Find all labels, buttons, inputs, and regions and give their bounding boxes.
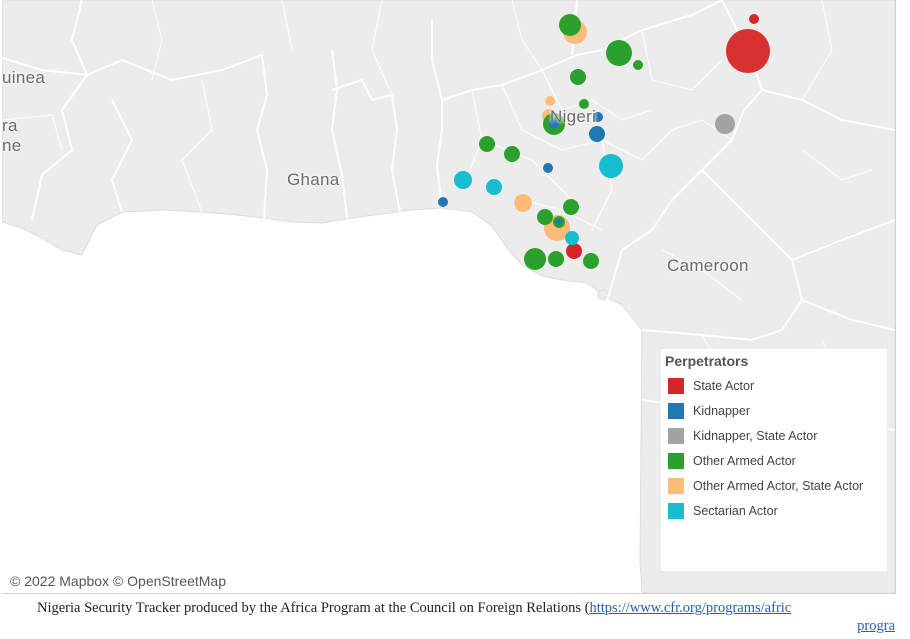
- legend-label: Other Armed Actor, State Actor: [693, 478, 864, 493]
- marker-other-armed-actor[interactable]: [579, 99, 589, 109]
- marker-state-actor[interactable]: [566, 243, 582, 259]
- marker-sectarian-actor[interactable]: [486, 179, 502, 195]
- marker-other-armed-actor[interactable]: [548, 251, 564, 267]
- legend-item-state-actor[interactable]: State Actor: [668, 373, 887, 398]
- legend-item-other-armed-actor-state-actor[interactable]: Other Armed Actor, State Actor: [668, 473, 887, 498]
- legend-label: Kidnapper, State Actor: [693, 428, 818, 443]
- legend-swatch: [668, 427, 684, 444]
- marker-other-armed-actor[interactable]: [559, 14, 581, 36]
- legend-title: Perpetrators: [665, 353, 749, 369]
- marker-kidnapper[interactable]: [549, 119, 559, 129]
- source-link[interactable]: https://www.cfr.org/programs/afric: [589, 600, 792, 616]
- legend-swatch: [668, 377, 684, 394]
- legend-label: Kidnapper: [693, 403, 750, 418]
- marker-sectarian-actor[interactable]: [565, 231, 579, 245]
- source-link-continued[interactable]: progra: [857, 618, 895, 634]
- legend-item-kidnapper-state-actor[interactable]: Kidnapper, State Actor: [668, 423, 887, 448]
- marker-sectarian-actor[interactable]: [599, 154, 623, 178]
- country-borders: [2, 0, 895, 431]
- marker-other-armed-actor[interactable]: [563, 199, 579, 215]
- legend-label: Sectarian Actor: [693, 503, 778, 518]
- marker-kidnapper[interactable]: [589, 126, 605, 142]
- marker-other-armed-actor[interactable]: [606, 40, 632, 66]
- marker-other-armed-actor[interactable]: [583, 253, 599, 269]
- marker-kidnapper[interactable]: [543, 163, 553, 173]
- source-caption: Nigeria Security Tracker produced by the…: [0, 597, 895, 639]
- event-markers[interactable]: [438, 14, 770, 270]
- marker-state-actor[interactable]: [749, 14, 759, 24]
- caption-line-1: Nigeria Security Tracker produced by the…: [37, 600, 791, 617]
- legend-swatch: [668, 452, 684, 469]
- marker-other-armed-actor[interactable]: [633, 60, 643, 70]
- marker-other-armed-actor[interactable]: [524, 248, 546, 270]
- marker-other-armed-actor-state-actor[interactable]: [514, 194, 532, 212]
- legend: Perpetrators State Actor Kidnapper Kidna…: [661, 349, 887, 571]
- country-label-fragment: ne: [2, 136, 22, 155]
- marker-state-actor[interactable]: [726, 29, 770, 73]
- marker-sectarian-actor[interactable]: [454, 171, 472, 189]
- marker-other-armed-actor[interactable]: [479, 136, 495, 152]
- country-label-cameroon: Cameroon: [667, 256, 749, 275]
- marker-other-armed-actor-state-actor[interactable]: [545, 96, 555, 106]
- caption-line-2: progra: [857, 618, 895, 635]
- legend-item-kidnapper[interactable]: Kidnapper: [668, 398, 887, 423]
- marker-other-armed-actor[interactable]: [537, 209, 553, 225]
- country-label-fragment: ra: [2, 116, 18, 135]
- legend-label: State Actor: [693, 378, 755, 393]
- legend-item-sectarian-actor[interactable]: Sectarian Actor: [668, 498, 887, 523]
- marker-kidnapper[interactable]: [593, 112, 603, 122]
- map-attribution[interactable]: © 2022 Mapbox © OpenStreetMap: [8, 573, 228, 589]
- marker-other-armed-actor[interactable]: [504, 146, 520, 162]
- legend-swatch: [668, 502, 684, 519]
- marker-kidnapper[interactable]: [556, 219, 562, 225]
- marker-kidnapper-state-actor[interactable]: [715, 114, 735, 134]
- legend-swatch: [668, 477, 684, 494]
- legend-label: Other Armed Actor: [693, 453, 796, 468]
- bioko-island: [597, 288, 610, 301]
- marker-kidnapper[interactable]: [438, 197, 448, 207]
- marker-other-armed-actor[interactable]: [570, 69, 586, 85]
- country-label-guinea: uinea: [2, 68, 46, 87]
- caption-text: Nigeria Security Tracker produced by the…: [37, 600, 590, 616]
- country-label-ghana: Ghana: [287, 170, 340, 189]
- legend-item-other-armed-actor[interactable]: Other Armed Actor: [668, 448, 887, 473]
- legend-swatch: [668, 402, 684, 419]
- map-frame[interactable]: uinea ra ne Ghana Nigeri Cameroon © 2022…: [2, 0, 896, 594]
- country-label-nigeria: Nigeri: [550, 107, 597, 126]
